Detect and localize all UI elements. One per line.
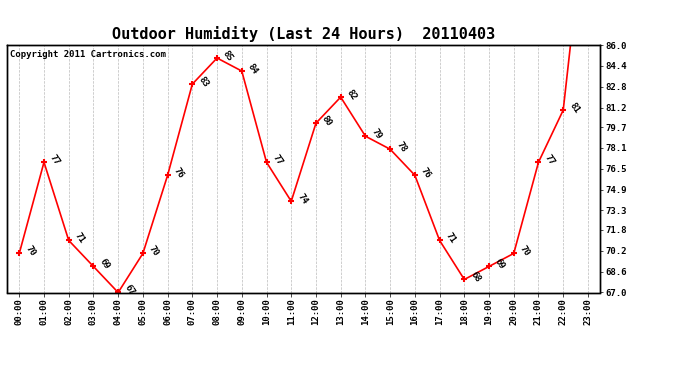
Text: 81: 81 [567,101,581,115]
Text: 83: 83 [197,75,210,89]
Text: 85: 85 [221,49,235,63]
Text: 84: 84 [246,62,259,76]
Text: 77: 77 [270,153,284,167]
Text: 76: 76 [172,166,186,180]
Text: 76: 76 [419,166,433,180]
Text: 69: 69 [97,257,111,271]
Text: 68: 68 [469,270,482,284]
Text: 70: 70 [147,244,161,258]
Text: 77: 77 [542,153,556,167]
Title: Outdoor Humidity (Last 24 Hours)  20110403: Outdoor Humidity (Last 24 Hours) 2011040… [112,27,495,42]
Text: 70: 70 [23,244,37,258]
Text: 70: 70 [518,244,531,258]
Text: 79: 79 [370,127,383,141]
Text: 71: 71 [73,231,86,245]
Text: Copyright 2011 Cartronics.com: Copyright 2011 Cartronics.com [10,50,166,59]
Text: 82: 82 [345,88,358,102]
Text: 67: 67 [122,283,136,297]
Text: 74: 74 [295,192,309,206]
Text: 69: 69 [493,257,506,271]
Text: 71: 71 [444,231,457,245]
Text: 78: 78 [394,140,408,154]
Text: 98: 98 [0,374,1,375]
Text: 80: 80 [320,114,334,128]
Text: 77: 77 [48,153,61,167]
